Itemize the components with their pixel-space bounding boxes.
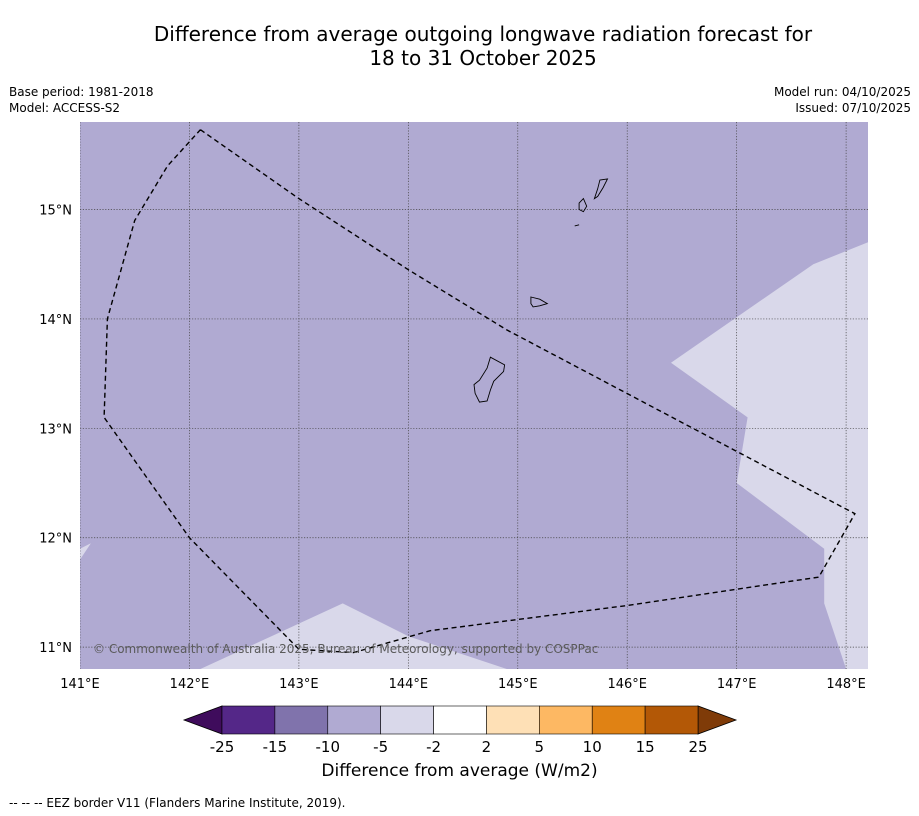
colorbar-bin bbox=[274, 705, 329, 735]
colorbar-tick-label: -10 bbox=[316, 738, 341, 756]
colorbar-bin bbox=[380, 705, 434, 735]
lat-tick-label: 13°N bbox=[39, 422, 72, 437]
colorbar-label: Difference from average (W/m2) bbox=[321, 761, 598, 781]
anomaly-regions bbox=[80, 242, 868, 669]
colorbar-bin bbox=[539, 705, 593, 735]
meta-right: Model run: 04/10/2025 Issued: 07/10/2025 bbox=[774, 84, 911, 116]
meta-left: Base period: 1981-2018 Model: ACCESS-S2 bbox=[9, 84, 154, 116]
axis-labels: 141°E 142°E 143°E 144°E 145°E 146°E 147°E 148°E… bbox=[39, 204, 866, 692]
island-saipan bbox=[593, 178, 609, 200]
colorbar-tick-label: -2 bbox=[426, 738, 441, 756]
colorbar-tick-label: 25 bbox=[688, 738, 707, 756]
lat-tick-label: 15°N bbox=[39, 204, 72, 219]
colorbar-extend-low bbox=[182, 705, 223, 735]
island-guam bbox=[473, 356, 506, 403]
base-period: Base period: 1981-2018 bbox=[9, 85, 154, 99]
colorbar-bin bbox=[327, 705, 381, 735]
colorbar-tick-label: 2 bbox=[482, 738, 492, 756]
copyright-notice: © Commonwealth of Australia 2025, Bureau… bbox=[93, 642, 598, 656]
lon-tick-label: 142°E bbox=[170, 677, 210, 692]
lon-tick-label: 146°E bbox=[607, 677, 647, 692]
lon-tick-label: 145°E bbox=[498, 677, 538, 692]
colorbar-bin bbox=[486, 705, 540, 735]
colorbar-tick-label: -5 bbox=[373, 738, 388, 756]
lon-tick-label: 144°E bbox=[389, 677, 429, 692]
island-rota bbox=[530, 296, 549, 308]
colorbar-bin bbox=[433, 705, 487, 735]
footnote-eez: -- -- -- EEZ border V11 (Flanders Marine… bbox=[9, 796, 346, 810]
colorbar-tick-label: 5 bbox=[535, 738, 545, 756]
colorbar-bin bbox=[591, 705, 646, 735]
island-aguijan bbox=[574, 224, 580, 227]
lon-tick-label: 148°E bbox=[826, 677, 866, 692]
model-name: Model: ACCESS-S2 bbox=[9, 101, 121, 115]
chart-title: Difference from average outgoing longwav… bbox=[0, 22, 919, 70]
lon-tick-label: 143°E bbox=[279, 677, 319, 692]
colorbar-bin bbox=[221, 705, 276, 735]
eez-border-line bbox=[103, 129, 856, 654]
colorbar-tick-label: 15 bbox=[636, 738, 655, 756]
colorbar-tick-label: 10 bbox=[583, 738, 602, 756]
lat-tick-label: 12°N bbox=[39, 532, 72, 547]
light-anomaly-region bbox=[80, 543, 91, 560]
colorbar: -25 -15 -10 -5 -2 2 5 10 15 25 bbox=[182, 705, 738, 756]
lat-tick-label: 11°N bbox=[39, 641, 72, 656]
colorbar-tick-label: -15 bbox=[263, 738, 288, 756]
light-anomaly-region bbox=[200, 603, 507, 669]
colorbar-extend-high bbox=[697, 705, 738, 735]
eez-border bbox=[103, 129, 856, 654]
colorbar-tick-label: -25 bbox=[210, 738, 235, 756]
title-line-1: Difference from average outgoing longwav… bbox=[153, 22, 813, 46]
model-run: Model run: 04/10/2025 bbox=[773, 85, 911, 99]
island-tinian bbox=[578, 197, 588, 213]
lon-tick-label: 141°E bbox=[60, 677, 100, 692]
coastlines bbox=[473, 178, 609, 403]
colorbar-bin bbox=[644, 705, 699, 735]
lat-tick-label: 14°N bbox=[39, 313, 72, 328]
lon-tick-label: 147°E bbox=[717, 677, 757, 692]
issued-date: Issued: 07/10/2025 bbox=[795, 101, 911, 115]
title-line-2: 18 to 31 October 2025 bbox=[369, 46, 597, 70]
light-anomaly-region bbox=[671, 242, 868, 669]
